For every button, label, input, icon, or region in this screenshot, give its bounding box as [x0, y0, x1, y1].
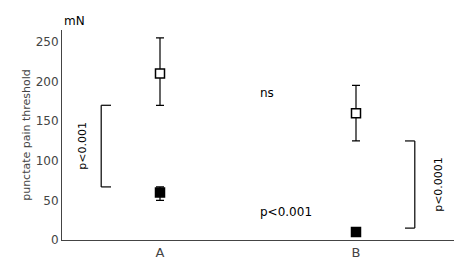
svg-text:0: 0: [51, 233, 59, 247]
svg-text:B: B: [352, 245, 361, 260]
svg-text:250: 250: [36, 35, 59, 49]
svg-text:A: A: [156, 245, 165, 260]
svg-text:p<0.001: p<0.001: [260, 205, 312, 219]
svg-text:50: 50: [43, 194, 58, 208]
svg-text:100: 100: [36, 154, 59, 168]
svg-text:150: 150: [36, 114, 59, 128]
svg-text:ns: ns: [260, 86, 274, 100]
svg-text:p<0.001: p<0.001: [76, 122, 89, 170]
svg-text:mN: mN: [64, 14, 85, 28]
svg-text:p<0.0001: p<0.0001: [432, 157, 445, 212]
svg-text:punctate pain threshold: punctate pain threshold: [20, 69, 33, 201]
svg-text:200: 200: [36, 75, 59, 89]
